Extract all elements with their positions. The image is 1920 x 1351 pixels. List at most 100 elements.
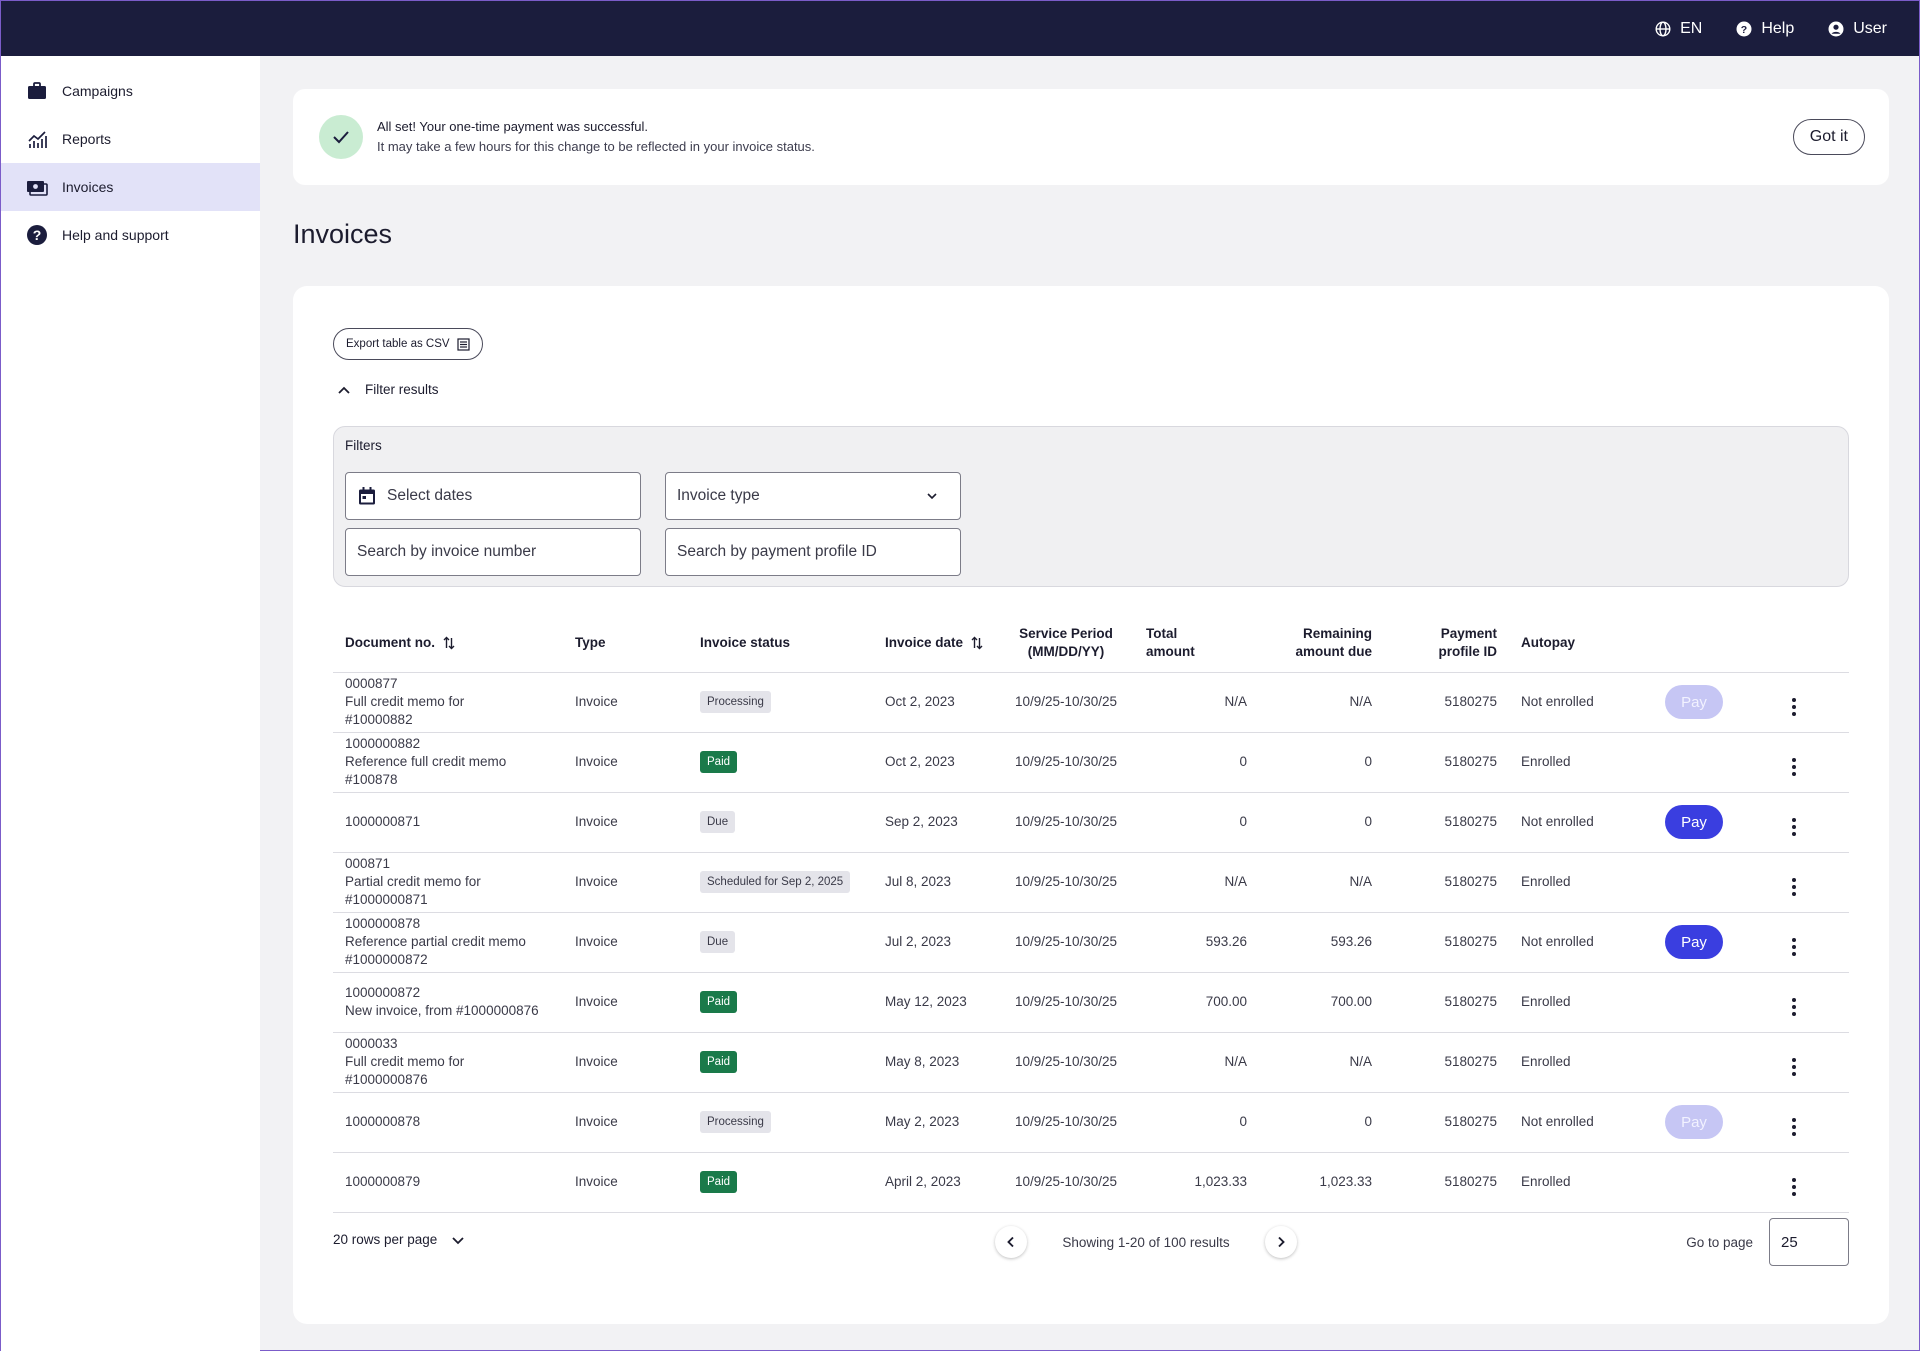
table-footer: 20 rows per page Showing 1-20 of 100 res… [333, 1218, 1849, 1266]
cell-total: N/A [1134, 1032, 1259, 1093]
cell-total: N/A [1134, 672, 1259, 733]
header-line: amount [1146, 643, 1195, 659]
filter-results-toggle[interactable]: Filter results [337, 382, 439, 397]
sidebar-item-label: Help and support [62, 227, 169, 243]
filters-label: Filters [345, 438, 382, 453]
column-header-payment-profile: Payment profile ID [1384, 614, 1509, 673]
cell-type: Invoice [563, 1092, 688, 1153]
chart-icon [28, 131, 47, 148]
rows-per-page-select[interactable]: 20 rows per page [333, 1232, 465, 1247]
table-row: 1000000878 Invoice Processing May 2, 202… [333, 1092, 1849, 1153]
next-page-button[interactable] [1265, 1226, 1297, 1258]
pay-button-disabled: Pay [1665, 685, 1723, 719]
cell-type: Invoice [563, 1152, 688, 1213]
cell-pay [1649, 1152, 1739, 1213]
cell-status: Paid [688, 732, 873, 793]
cell-total: 700.00 [1134, 972, 1259, 1033]
cell-service-period: 10/9/25-10/30/25 [998, 1092, 1134, 1153]
help-icon: ? [1736, 21, 1752, 36]
cell-total: 0 [1134, 1092, 1259, 1153]
success-banner: All set! Your one-time payment was succe… [293, 89, 1889, 185]
cell-date: May 2, 2023 [873, 1092, 998, 1153]
sidebar-item-invoices[interactable]: Invoices [1, 163, 260, 211]
cell-date: Sep 2, 2023 [873, 792, 998, 853]
cell-actions [1739, 1092, 1849, 1153]
more-options-icon[interactable] [1792, 937, 1796, 956]
document-line: #1000000871 [345, 892, 428, 907]
cell-document: 0000877 Full credit memo for #10000882 [333, 672, 563, 733]
status-badge: Paid [700, 751, 738, 773]
go-to-page-label: Go to page [1686, 1234, 1753, 1250]
cell-autopay: Not enrolled [1509, 792, 1649, 853]
help-label: Help [1761, 19, 1795, 37]
pay-button[interactable]: Pay [1665, 925, 1723, 959]
more-options-icon[interactable] [1792, 757, 1796, 776]
sidebar-item-help-and-support[interactable]: ? Help and support [1, 211, 260, 259]
svg-text:?: ? [1741, 24, 1747, 36]
invoice-type-select[interactable]: Invoice type [665, 472, 961, 520]
status-badge: Due [700, 931, 736, 953]
sidebar-item-campaigns[interactable]: Campaigns [1, 67, 260, 115]
column-header-service-period: Service Period (MM/DD/YY) [998, 614, 1134, 673]
results-summary: Showing 1-20 of 100 results [1062, 1234, 1230, 1250]
more-options-icon[interactable] [1792, 1117, 1796, 1136]
cell-pay: Pay [1649, 672, 1739, 733]
column-header-date[interactable]: Invoice date [873, 614, 998, 673]
more-options-icon[interactable] [1792, 697, 1796, 716]
more-options-icon[interactable] [1792, 997, 1796, 1016]
document-line: 1000000872 [345, 985, 421, 1000]
previous-page-button[interactable] [995, 1226, 1027, 1258]
language-label: EN [1680, 19, 1703, 37]
pay-button[interactable]: Pay [1665, 805, 1723, 839]
cell-date: Jul 2, 2023 [873, 912, 998, 973]
cell-payment-profile: 5180275 [1384, 792, 1509, 853]
column-header-remaining: Remaining amount due [1259, 614, 1384, 673]
date-picker-field[interactable]: Select dates [345, 472, 641, 520]
column-header-document[interactable]: Document no. [333, 614, 563, 673]
cell-date: April 2, 2023 [873, 1152, 998, 1213]
sidebar: Campaigns Reports Invoices ? Help and su… [1, 56, 260, 1351]
banner-subtitle: It may take a few hours for this change … [377, 139, 815, 154]
cell-service-period: 10/9/25-10/30/25 [998, 912, 1134, 973]
briefcase-icon [28, 82, 46, 99]
go-to-page: Go to page [1686, 1218, 1849, 1266]
export-csv-button[interactable]: Export table as CSV [333, 328, 483, 360]
table-row: 0000877 Full credit memo for #10000882 Inv… [333, 672, 1849, 733]
table-row: 0000033 Full credit memo for #1000000876 I… [333, 1032, 1849, 1093]
cell-total: 593.26 [1134, 912, 1259, 973]
payment-profile-search[interactable]: Search by payment profile ID [665, 528, 961, 576]
cell-type: Invoice [563, 912, 688, 973]
go-to-page-input[interactable] [1769, 1218, 1849, 1266]
cell-status: Due [688, 792, 873, 853]
sidebar-item-reports[interactable]: Reports [1, 115, 260, 163]
user-menu[interactable]: User [1828, 20, 1887, 38]
cell-date: Oct 2, 2023 [873, 672, 998, 733]
spreadsheet-icon [456, 337, 470, 351]
help-menu[interactable]: ? Help [1736, 20, 1794, 38]
header-line: Service Period [1019, 625, 1113, 641]
got-it-button[interactable]: Got it [1792, 119, 1865, 155]
cell-status: Scheduled for Sep 2, 2025 [688, 852, 873, 913]
cell-autopay: Enrolled [1509, 972, 1649, 1033]
invoice-number-search[interactable]: Search by invoice number [345, 528, 641, 576]
more-options-icon[interactable] [1792, 1057, 1796, 1076]
cell-actions [1739, 792, 1849, 853]
cell-service-period: 10/9/25-10/30/25 [998, 792, 1134, 853]
document-line: #1000000872 [345, 952, 428, 967]
more-options-icon[interactable] [1792, 817, 1796, 836]
success-check-icon [319, 115, 363, 159]
document-line: Reference full credit memo [345, 754, 507, 769]
money-icon [27, 181, 48, 196]
export-csv-label: Export table as CSV [346, 338, 450, 350]
filters-panel: Filters Select dates Invoice type Search… [333, 426, 1849, 587]
cell-payment-profile: 5180275 [1384, 1092, 1509, 1153]
cell-actions [1739, 1152, 1849, 1213]
language-selector[interactable]: EN [1655, 20, 1702, 38]
sidebar-item-label: Reports [62, 131, 112, 147]
sidebar-item-label: Invoices [62, 179, 114, 195]
more-options-icon[interactable] [1792, 877, 1796, 896]
more-options-icon[interactable] [1792, 1177, 1796, 1196]
header-line: Remaining [1302, 625, 1372, 641]
cell-actions [1739, 672, 1849, 733]
cell-date: May 12, 2023 [873, 972, 998, 1033]
